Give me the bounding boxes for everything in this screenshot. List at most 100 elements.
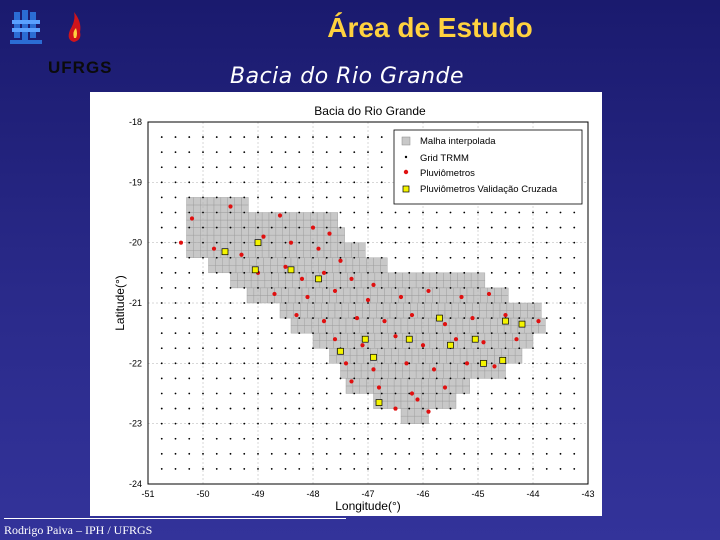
mesh-cell	[322, 295, 330, 304]
trmm-point	[559, 302, 562, 304]
mesh-cell	[220, 227, 228, 236]
trmm-point	[270, 392, 273, 395]
mesh-cell	[230, 272, 238, 281]
trmm-point	[353, 166, 356, 169]
trmm-point	[380, 302, 383, 304]
trmm-point	[243, 151, 246, 154]
trmm-point	[160, 166, 163, 169]
mesh-cell	[363, 355, 371, 364]
trmm-point	[160, 256, 163, 259]
trmm-point	[229, 181, 232, 184]
mesh-cell	[359, 317, 367, 326]
trmm-point	[559, 271, 562, 274]
trmm-point	[490, 347, 493, 350]
trmm-point	[545, 256, 548, 259]
trmm-point	[202, 226, 204, 229]
trmm-point	[257, 362, 259, 365]
trmm-point	[449, 452, 452, 455]
trmm-point	[490, 211, 493, 214]
trmm-point	[353, 377, 356, 380]
trmm-point	[174, 422, 177, 425]
mesh-cell	[336, 295, 344, 304]
trmm-point	[518, 468, 521, 470]
trmm-point	[380, 241, 383, 244]
mesh-cell	[442, 400, 450, 409]
mesh-cell	[241, 242, 249, 251]
trmm-point	[339, 196, 342, 199]
trmm-point	[188, 377, 191, 380]
mesh-cell	[439, 348, 447, 356]
mesh-cell	[439, 355, 447, 364]
trmm-point	[532, 317, 534, 319]
mesh-cell	[407, 400, 415, 409]
trmm-point	[298, 287, 301, 289]
mesh-cell	[501, 295, 509, 304]
mesh-cell	[299, 280, 307, 289]
mesh-cell	[326, 272, 334, 281]
trmm-point	[504, 437, 507, 440]
trmm-point	[408, 437, 411, 440]
mesh-cell	[268, 234, 277, 243]
trmm-point	[270, 136, 273, 138]
gauge-point	[310, 225, 316, 230]
trmm-point	[380, 347, 383, 350]
trmm-point	[312, 347, 314, 350]
mesh-cell	[462, 317, 470, 326]
mesh-cell	[484, 370, 492, 379]
trmm-point	[339, 256, 342, 259]
mesh-cell	[407, 415, 415, 424]
mesh-cell	[325, 265, 333, 274]
trmm-point	[532, 362, 534, 365]
mesh-cell	[261, 242, 270, 251]
mesh-cell	[435, 400, 443, 409]
mesh-cell	[534, 310, 542, 319]
trmm-point	[490, 256, 493, 259]
trmm-point	[559, 226, 562, 229]
mesh-cell	[278, 280, 286, 289]
trmm-point	[229, 302, 232, 304]
trmm-point	[339, 407, 342, 410]
gauge-point	[409, 391, 415, 396]
trmm-point	[174, 151, 177, 154]
mesh-cell	[340, 272, 348, 281]
trmm-point	[380, 151, 383, 154]
trmm-point	[353, 468, 356, 470]
mesh-cell	[336, 287, 344, 296]
trmm-point	[435, 392, 438, 395]
trmm-point	[463, 226, 466, 229]
mesh-cell	[337, 234, 345, 243]
mesh-cell	[525, 340, 534, 349]
trmm-point	[435, 452, 438, 455]
trmm-point	[325, 256, 328, 259]
gauge-point	[409, 312, 415, 318]
trmm-point	[160, 151, 163, 154]
mesh-cell	[355, 302, 363, 311]
trmm-point	[215, 332, 218, 335]
mesh-cell	[451, 310, 459, 319]
mesh-cell	[424, 302, 432, 311]
mesh-cell	[349, 287, 358, 296]
mesh-cell	[354, 272, 362, 281]
mesh-cell	[349, 295, 358, 304]
mesh-cell	[400, 408, 409, 417]
trmm-point	[312, 362, 314, 365]
trmm-point	[160, 362, 163, 365]
mesh-cell	[446, 287, 454, 296]
mesh-cell	[400, 393, 409, 402]
mesh-cell	[501, 348, 509, 356]
gauge-point	[404, 361, 409, 366]
trmm-point	[353, 317, 356, 319]
gauge-point	[299, 276, 305, 281]
mesh-cell	[246, 295, 255, 304]
trmm-point	[270, 287, 273, 289]
trmm-point	[215, 181, 218, 184]
trmm-point	[504, 211, 507, 214]
mesh-cell	[374, 332, 382, 341]
mesh-cell	[466, 287, 475, 296]
trmm-point	[188, 226, 191, 229]
trmm-point	[504, 407, 507, 410]
mesh-cell	[369, 302, 377, 311]
gauge-point	[420, 343, 426, 348]
trmm-point	[380, 256, 383, 259]
trmm-point	[449, 211, 452, 214]
